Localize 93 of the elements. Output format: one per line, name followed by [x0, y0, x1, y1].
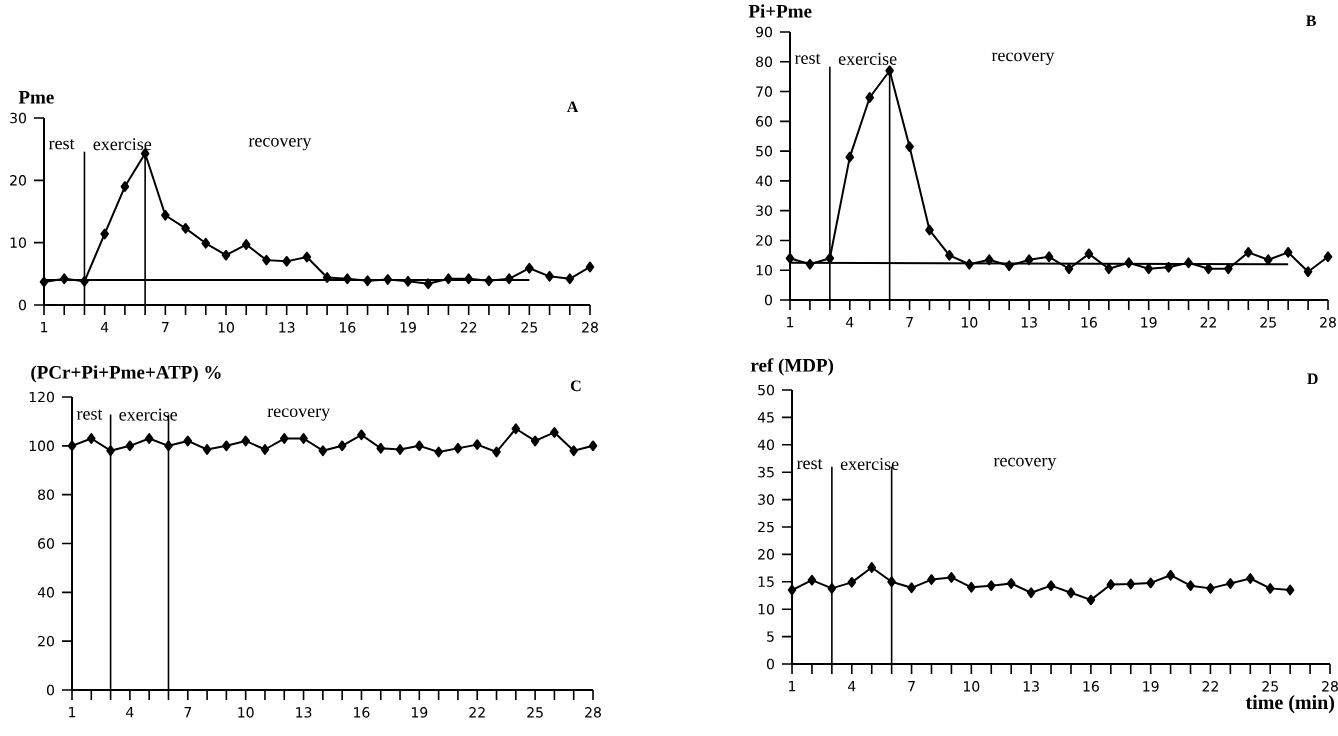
x-tick-label: 7 — [908, 681, 915, 692]
y-tick-label: 20 — [38, 635, 54, 647]
annotation: recovery — [248, 138, 312, 151]
y-tick-label: 90 — [756, 26, 772, 38]
x-tick-label: 19 — [411, 707, 428, 718]
x-tick-label: 7 — [906, 317, 913, 328]
x-tick-label: 10 — [218, 322, 234, 333]
y-tick-label: 50 — [756, 145, 772, 157]
x-tick-label: 19 — [400, 322, 416, 333]
y-tick-label: 20 — [756, 235, 772, 246]
x-tick-label: 16 — [339, 322, 356, 333]
x-tick-label: 13 — [1023, 681, 1039, 692]
y-tick-label: 15 — [758, 576, 774, 587]
y-tick-label: 10 — [10, 237, 26, 248]
x-tick-label: 16 — [1083, 681, 1099, 692]
annotation: recovery — [991, 52, 1055, 66]
y-tick-label: 5 — [767, 631, 774, 642]
x-tick-label: 1 — [787, 317, 794, 328]
text: D — [1307, 373, 1318, 385]
x-tick-label: 28 — [585, 707, 601, 718]
x-tick-label: 13 — [1021, 317, 1037, 328]
y-tick-label: 50 — [758, 384, 774, 396]
x-tick-label: 4 — [126, 707, 134, 718]
x-tick-label: 25 — [527, 707, 543, 718]
x-tick-label: 7 — [162, 322, 169, 333]
y-tick-label: 45 — [757, 412, 774, 423]
annotation: exercise — [840, 457, 899, 471]
text: C — [570, 380, 581, 392]
x-tick-label: 22 — [460, 322, 477, 333]
y-tick-label: 100 — [29, 440, 54, 452]
y-tick-label: 35 — [758, 466, 774, 478]
chart-title: (PCr+Pi+Pme+ATP) % — [31, 365, 221, 383]
x-tick-label: 28 — [582, 322, 598, 333]
y-tick-label: 40 — [37, 587, 54, 598]
y-tick-label: 30 — [758, 494, 774, 505]
x-tick-label: 1 — [789, 681, 796, 692]
y-tick-label: 10 — [758, 603, 774, 615]
x-tick-label: 22 — [469, 707, 485, 718]
annotation: rest — [76, 409, 103, 420]
x-tick-label: 1 — [41, 322, 48, 333]
x-tick-label: 22 — [1202, 681, 1218, 692]
x-tick-label: 19 — [1143, 681, 1159, 692]
x-tick-label: 10 — [238, 707, 254, 718]
y-tick-label: 40 — [755, 175, 772, 187]
y-tick-label: 20 — [10, 175, 26, 186]
x-tick-label: 25 — [1260, 317, 1276, 328]
y-tick-label: 0 — [766, 658, 774, 670]
x-tick-label: 4 — [846, 317, 854, 328]
annotation: rest — [794, 53, 821, 64]
annotation: exercise — [93, 138, 152, 151]
y-tick-label: 0 — [46, 684, 54, 696]
x-tick-label: 16 — [1081, 317, 1097, 328]
y-tick-label: 10 — [756, 264, 772, 276]
y-tick-label: 20 — [758, 549, 774, 560]
annotation: recovery — [993, 457, 1057, 471]
x-tick-label: 28 — [1320, 317, 1336, 328]
y-tick-label: 30 — [10, 112, 26, 124]
x-tick-label: 1 — [69, 707, 76, 718]
x-tick-label: 25 — [521, 322, 538, 333]
y-tick-label: 40 — [757, 439, 774, 451]
x-tick-label: 25 — [1262, 681, 1278, 692]
chart-title: Pme — [18, 90, 54, 104]
chart-title: Pi+Pme — [748, 4, 812, 18]
y-tick-label: 25 — [758, 521, 774, 533]
x-tick-label: 22 — [1200, 317, 1216, 328]
y-tick-label: 30 — [756, 205, 772, 216]
x-tick-label: 7 — [184, 707, 192, 718]
text: B — [1306, 15, 1316, 27]
annotation: exercise — [119, 408, 178, 421]
text: A — [566, 101, 579, 112]
x-tick-label: 10 — [963, 681, 980, 692]
y-tick-label: 70 — [756, 86, 772, 97]
y-tick-label: 120 — [29, 391, 54, 403]
annotation: rest — [796, 458, 823, 470]
y-tick-label: 0 — [18, 299, 26, 311]
y-tick-label: 0 — [764, 294, 773, 306]
x-tick-label: 13 — [296, 707, 312, 718]
x-tick-label: 16 — [354, 707, 370, 718]
annotation: recovery — [267, 408, 331, 421]
x-tick-label: 28 — [1322, 681, 1338, 692]
y-tick-label: 80 — [756, 56, 772, 68]
annotation: exercise — [838, 52, 897, 65]
x-tick-label: 4 — [100, 322, 109, 333]
x-tick-label: 19 — [1141, 317, 1157, 328]
chart-title: ref (MDP) — [750, 358, 834, 376]
annotation: rest — [48, 139, 75, 150]
y-tick-label: 60 — [38, 538, 54, 549]
y-tick-label: 80 — [38, 489, 54, 500]
x-tick-label: 10 — [961, 317, 978, 328]
y-tick-label: 60 — [756, 116, 772, 127]
x-tick-label: 13 — [279, 322, 295, 333]
x-axis-title: time (min) — [1245, 695, 1335, 714]
x-tick-label: 4 — [848, 681, 856, 692]
